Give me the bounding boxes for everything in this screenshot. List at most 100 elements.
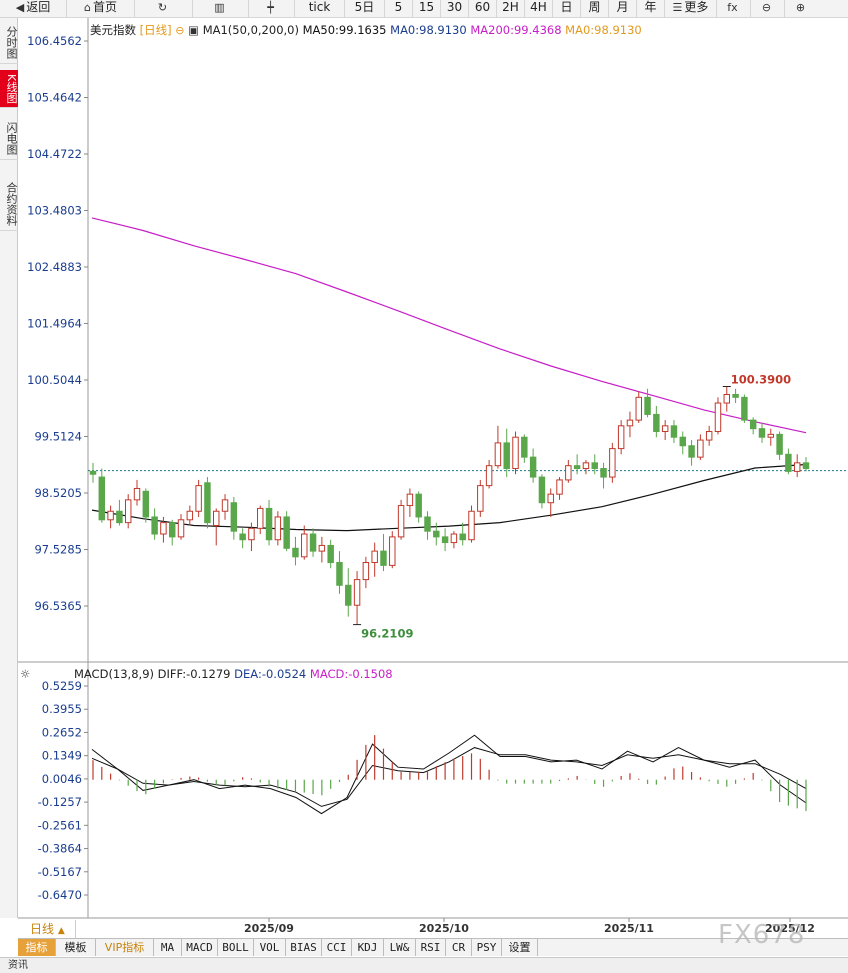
candle-body [213, 510, 220, 526]
candle-body [688, 445, 695, 458]
candle-body [318, 544, 326, 552]
candle-body [749, 419, 757, 430]
macd-name: MACD(13,8,9) [73, 667, 154, 681]
candle-body [644, 396, 651, 415]
indicator-tab-5[interactable]: BOLL [218, 939, 254, 956]
macd-axis-label: -0.1257 [38, 795, 82, 809]
toolbar-label: 返回 [26, 0, 51, 14]
candle-body [600, 468, 607, 478]
toolbar-2H-button[interactable]: 2H [496, 0, 524, 18]
candle-body [477, 485, 484, 512]
side-tab-1[interactable]: K线图 [0, 70, 18, 109]
period-tab[interactable]: 日线 ▲ [18, 920, 76, 938]
price-axis-label: 102.4883 [27, 260, 82, 274]
back-arrow-icon: ◀ [15, 1, 25, 14]
indicator-tab-0[interactable]: 指标 [18, 939, 56, 956]
high-annotation: 100.3900 [731, 373, 791, 387]
fx-formula-button[interactable]: fx [716, 0, 750, 18]
indicator-tab-13[interactable]: PSY [472, 939, 502, 956]
indicator-tab-12[interactable]: CR [446, 939, 472, 956]
candle-body [186, 510, 194, 521]
ma0-value: MA0:98.9130 [390, 23, 467, 37]
candle-body [565, 465, 572, 481]
toolbar-30-button[interactable]: 30 [440, 0, 468, 18]
toolbar-5日-button[interactable]: 5日 [344, 0, 384, 18]
toolbar-日-button[interactable]: 日 [552, 0, 580, 18]
toolbar-月-button[interactable]: 月 [608, 0, 636, 18]
home-button[interactable]: ⌂ 首页 [66, 0, 134, 18]
candlestick-button[interactable]: ┿ [248, 0, 294, 18]
candle-body [468, 510, 475, 541]
toolbar-年-button[interactable]: 年 [636, 0, 664, 18]
ma50-value: MA50:99.1635 [302, 23, 387, 37]
candle-body [732, 393, 739, 398]
candle-body [433, 530, 440, 538]
candle-body [776, 433, 783, 455]
indicator-tab-10[interactable]: LW& [384, 939, 416, 956]
candle-body [257, 507, 264, 529]
toolbar-4H-button[interactable]: 4H [524, 0, 552, 18]
zoom-out-icon: ⊖ [761, 1, 772, 14]
indicator-tab-8[interactable]: CCI [322, 939, 352, 956]
price-axis-label: 96.5365 [34, 599, 82, 613]
sun-icon[interactable]: ☼ [20, 667, 31, 681]
candle-body [529, 456, 537, 478]
candle-body [573, 465, 581, 470]
macd-axis-label: -0.3864 [38, 842, 82, 856]
toolbar-60-button[interactable]: 60 [468, 0, 496, 18]
candle-body [705, 431, 713, 441]
indicator-tab-6[interactable]: VOL [254, 939, 286, 956]
candle-body [679, 436, 686, 447]
toolbar-label: 30 [446, 0, 463, 14]
toolbar-5-button[interactable]: 5 [384, 0, 412, 18]
indicator-tab-4[interactable]: MACD [182, 939, 218, 956]
indicator-tab-9[interactable]: KDJ [352, 939, 384, 956]
macd-axis-label: 0.5259 [42, 679, 82, 693]
candle-body [265, 507, 273, 541]
zoom-out-button[interactable]: ⊖ [750, 0, 784, 18]
candle-body [802, 462, 810, 470]
period-label: [日线] [139, 23, 172, 37]
candle-body [362, 562, 370, 581]
candle-body [653, 413, 660, 433]
indicator-tab-2[interactable]: VIP指标 [96, 939, 154, 956]
candle-body [415, 493, 422, 518]
watermark: FX678 [718, 920, 806, 950]
indicator-tab-7[interactable]: BIAS [286, 939, 322, 956]
toolbar-label: 月 [616, 0, 629, 14]
side-tab-0[interactable]: 分时图 [0, 22, 18, 64]
indicator-tab-14[interactable]: 设置 [502, 939, 538, 956]
chart-type-icon[interactable]: ▣ [188, 23, 200, 37]
refresh-button[interactable]: ↻ [134, 0, 192, 18]
candle-body [441, 536, 449, 544]
status-bar: 资讯 [0, 957, 848, 973]
indicator-tab-3[interactable]: MA [154, 939, 182, 956]
indicator-tab-1[interactable]: 模板 [56, 939, 96, 956]
price-axis-label: 101.4964 [27, 316, 82, 330]
price-axis-label: 103.4803 [27, 203, 82, 217]
toolbar-周-button[interactable]: 周 [580, 0, 608, 18]
date-axis-label: 2025/11 [604, 922, 654, 935]
macd-axis-label: 0.1349 [42, 749, 82, 763]
candle-body [609, 448, 616, 478]
toolbar-tick-button[interactable]: tick [294, 0, 344, 18]
macd-axis-label: -0.6470 [38, 888, 82, 902]
candle-body [204, 482, 211, 524]
candle-body [195, 485, 202, 512]
toolbar-15-button[interactable]: 15 [412, 0, 440, 18]
chart-bars-button[interactable]: ▥ [192, 0, 248, 18]
candle-body [283, 516, 290, 549]
side-tab-3[interactable]: 合约资料 [0, 178, 18, 231]
candle-body [327, 544, 334, 564]
side-tab-2[interactable]: 闪电图 [0, 118, 18, 160]
date-axis-label: 2025/12 [765, 922, 815, 935]
menu-button[interactable]: ☰ 更多 [664, 0, 716, 18]
candle-body [89, 470, 97, 475]
back-arrow-button[interactable]: ◀ 返回 [0, 0, 66, 18]
indicator-tab-11[interactable]: RSI [416, 939, 446, 956]
status-text: 资讯 [8, 960, 28, 971]
settings-icon[interactable]: ⊖ [175, 24, 185, 37]
candle-body [309, 533, 317, 552]
zoom-in-button[interactable]: ⊕ [784, 0, 818, 18]
toolbar-label: 5 [394, 0, 403, 14]
